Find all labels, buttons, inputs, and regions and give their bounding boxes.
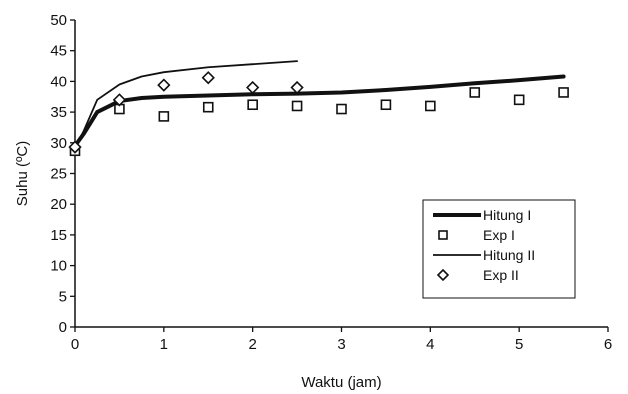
data-point [247, 99, 258, 111]
data-point [112, 93, 127, 107]
legend-label: Hitung II [483, 247, 535, 263]
y-tick-label: 40 [50, 73, 67, 90]
x-axis-label: Waktu (jam) [301, 374, 381, 391]
series-line [74, 60, 298, 150]
x-tick-label: 0 [71, 336, 79, 353]
data-point [68, 140, 82, 154]
y-tick-label: 5 [59, 288, 67, 305]
y-tick-label: 0 [59, 319, 67, 336]
data-point [158, 111, 170, 122]
data-point [290, 80, 304, 95]
legend-label: Exp II [483, 267, 519, 283]
y-tick-label: 45 [50, 43, 67, 60]
x-tick-label: 1 [160, 336, 168, 353]
legend-swatch [436, 268, 450, 282]
series-hitung-i [73, 74, 566, 148]
x-tick-label: 6 [604, 336, 612, 353]
data-point [336, 103, 347, 115]
legend-label: Exp I [483, 227, 515, 243]
data-point [425, 100, 436, 112]
y-tick-label: 15 [50, 227, 67, 244]
data-point [291, 100, 303, 112]
data-point [202, 101, 214, 113]
y-tick-label: 30 [50, 135, 67, 152]
y-axis-label: Suhu (ºC) [14, 141, 31, 207]
series-line [73, 74, 566, 148]
data-point [513, 94, 525, 106]
y-tick-label: 20 [50, 196, 67, 213]
y-tick-label: 50 [50, 12, 67, 29]
data-point [201, 71, 215, 85]
data-point [246, 80, 260, 95]
x-tick-label: 2 [248, 336, 256, 353]
x-tick-label: 4 [426, 336, 434, 353]
y-tick-label: 35 [50, 104, 67, 121]
x-tick-label: 3 [337, 336, 345, 353]
y-tick-label: 25 [50, 166, 67, 183]
x-tick-label: 5 [515, 336, 523, 353]
data-point [380, 99, 392, 111]
data-point [469, 87, 481, 98]
data-point [558, 87, 569, 98]
data-point [157, 78, 171, 92]
series-exp-ii [68, 71, 304, 154]
y-tick-label: 10 [50, 258, 67, 275]
series-hitung-ii [74, 60, 298, 150]
legend-swatch [438, 230, 448, 240]
series-layer [68, 60, 569, 157]
legend: Hitung I Exp I Hitung II Exp II [422, 199, 576, 299]
legend-label: Hitung I [483, 207, 531, 223]
